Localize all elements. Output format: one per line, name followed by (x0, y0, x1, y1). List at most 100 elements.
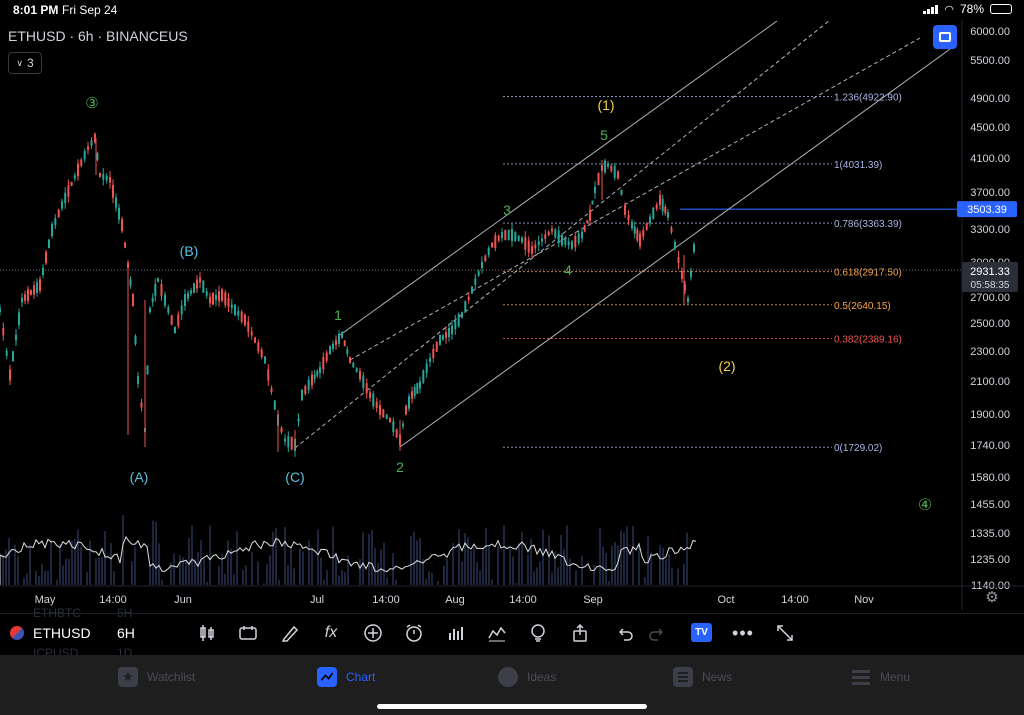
wave-label: (2) (718, 358, 735, 374)
current-price-badge (962, 262, 1018, 293)
candle-body (21, 297, 23, 303)
candle-body (359, 370, 361, 380)
chart-settings-gear-icon[interactable]: ⚙ (985, 589, 999, 606)
candle-body (487, 248, 490, 256)
candle-body (557, 230, 560, 243)
time-axis-tick: 14:00 (509, 594, 537, 606)
candle-body (352, 362, 355, 368)
status-right: ◠ 78% (923, 2, 1012, 16)
star-icon: ★ (118, 667, 138, 687)
price-axis-tick: 1235.00 (970, 554, 1010, 566)
interval-selector[interactable]: 6H (117, 625, 135, 641)
candle-body (624, 205, 626, 215)
candle-body (54, 218, 57, 226)
candle-body (180, 305, 183, 315)
indicators-collapse-button[interactable]: ∨ 3 (8, 52, 42, 74)
candle-body (187, 293, 189, 299)
candle-body (5, 350, 8, 356)
candle-body (184, 294, 186, 306)
candle-body (504, 230, 507, 240)
candle-body (212, 292, 214, 305)
candle-body (284, 438, 286, 442)
candle-body (160, 284, 163, 296)
candle-body (264, 356, 266, 364)
candle-body (15, 334, 17, 341)
tab-watchlist[interactable]: ★ Watchlist (118, 667, 195, 687)
share-icon[interactable] (569, 622, 591, 644)
price-axis-tick: 3700.00 (970, 187, 1010, 199)
candle-body (395, 429, 398, 438)
channel-mid-upper-line[interactable] (294, 20, 831, 449)
candle-body (649, 216, 651, 224)
bar-chart-icon[interactable] (445, 622, 467, 644)
function-icon[interactable]: fx (324, 624, 338, 641)
candle-body (240, 311, 243, 322)
candle-body (196, 279, 198, 289)
candle-body (267, 369, 270, 381)
redo-icon[interactable] (646, 622, 668, 644)
price-chart[interactable]: 1.236(4922.90) 1(4031.39) 0.786(3363.39) 0.… (0, 20, 1024, 613)
tab-chart[interactable]: Chart (317, 667, 375, 687)
time-axis-tick: Oct (717, 594, 734, 606)
candle-body (273, 400, 276, 410)
candle-body (193, 283, 195, 293)
candle-body (94, 133, 96, 143)
candle-body (681, 270, 683, 279)
time-axis-tick: 14:00 (372, 594, 400, 606)
candle-body (149, 307, 151, 313)
price-axis-tick: 2100.00 (970, 376, 1010, 388)
tab-ideas[interactable]: Ideas (498, 667, 556, 687)
alert-icon[interactable] (403, 622, 425, 644)
candle-body (451, 325, 453, 335)
price-axis-tick: 1580.00 (970, 472, 1010, 484)
candle-body (494, 235, 497, 249)
candle-body (554, 229, 557, 238)
candle-body (517, 235, 520, 241)
tab-news[interactable]: News (673, 667, 732, 687)
channel-upper-line[interactable] (339, 20, 778, 336)
chart-fullscreen-button[interactable] (933, 25, 957, 49)
fib-level-label: 0.786(3363.39) (834, 219, 902, 230)
undo-icon[interactable] (614, 622, 636, 644)
expand-icon[interactable] (774, 622, 796, 644)
more-icon[interactable]: ••• (732, 622, 754, 643)
candle-body (537, 241, 540, 246)
candle-body (157, 278, 159, 282)
candle-body (270, 388, 273, 392)
price-axis-tick: 1455.00 (970, 499, 1010, 511)
candle-body (574, 236, 577, 248)
idea-icon[interactable] (527, 622, 549, 644)
symbol-selector[interactable]: ETHUSD (33, 625, 91, 641)
candle-body (365, 383, 368, 394)
candle-body (349, 357, 351, 363)
candle-body (457, 313, 460, 327)
channel-lower-line[interactable] (399, 43, 958, 448)
candle-body (64, 192, 67, 204)
fib-level-label: 0.618(2917.50) (834, 268, 902, 279)
candle-body (677, 256, 680, 264)
add-icon[interactable] (362, 622, 384, 644)
candle-body (332, 343, 334, 349)
time-axis-tick: 14:00 (781, 594, 809, 606)
blue-line-price-badge[interactable] (957, 201, 1017, 218)
chart-area[interactable]: 1.236(4922.90) 1(4031.39) 0.786(3363.39) 0.… (0, 20, 1024, 613)
compare-icon[interactable] (486, 622, 508, 644)
candle-body (551, 228, 553, 232)
price-axis-bg (962, 20, 1024, 586)
chart-symbol-title[interactable]: ETHUSD · 6h · BINANCEUS (8, 28, 188, 44)
draw-icon[interactable] (279, 622, 301, 644)
tab-menu[interactable]: Menu (851, 667, 910, 687)
candle-body (338, 333, 340, 344)
wave-label: ④ (918, 497, 932, 514)
candle-body (613, 165, 616, 178)
candle-body (369, 392, 371, 398)
candle-body (109, 177, 111, 183)
replay-icon[interactable] (237, 622, 259, 644)
candle-type-icon[interactable] (196, 622, 218, 644)
tradingview-icon[interactable]: TV (691, 623, 712, 642)
symbol-flag-icon (10, 626, 24, 640)
wave-label: (A) (130, 469, 149, 485)
wave-label: (B) (180, 243, 199, 259)
candle-body (422, 370, 425, 383)
candle-body (202, 280, 205, 293)
